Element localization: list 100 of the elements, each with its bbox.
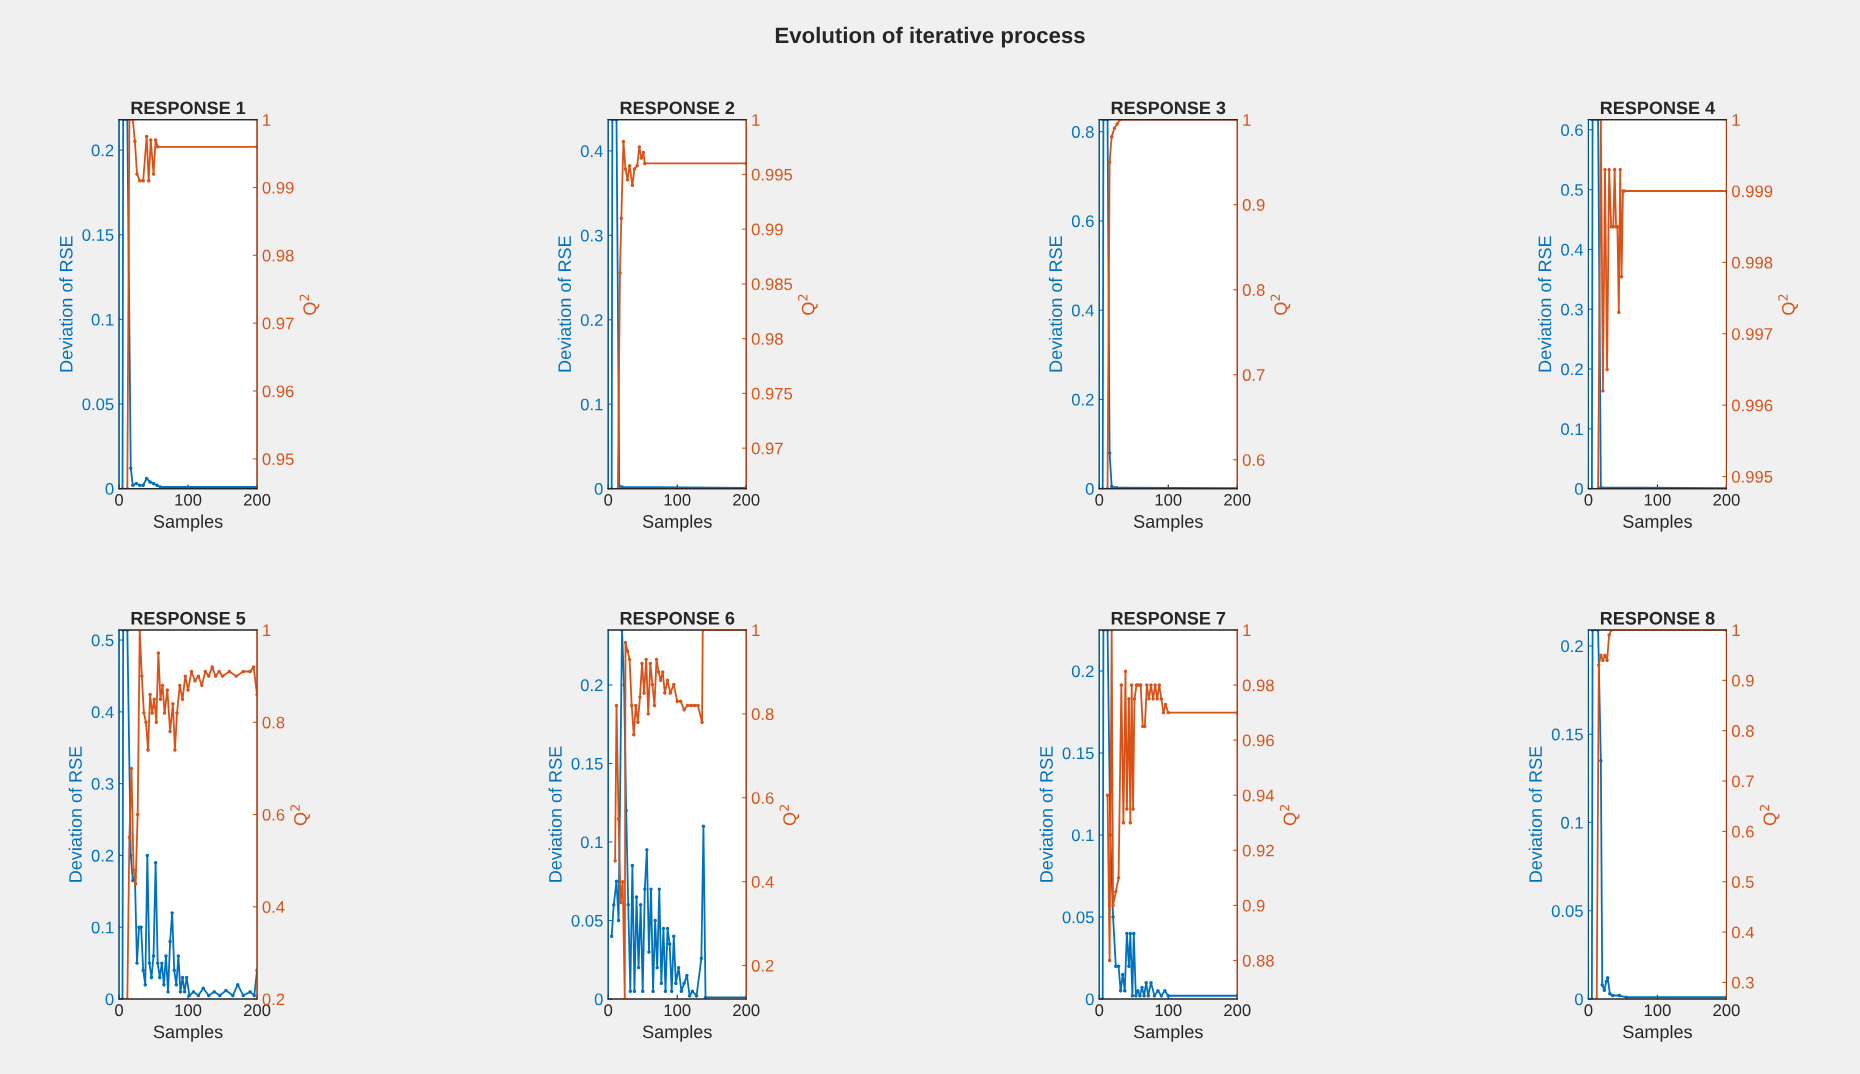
x-axis-title: Samples	[1623, 514, 1692, 532]
y2-tick-label: 0.3	[1731, 976, 1754, 989]
chart-title: RESPONSE 6	[620, 611, 735, 625]
y2-axis-title: Q$^{2}$	[779, 804, 800, 826]
y-tick-label: 0	[105, 993, 114, 1006]
y-tick-label: 0.6	[1561, 124, 1583, 137]
y-tick-label: 0.1	[91, 921, 114, 934]
y2-tick-label: 0.2	[751, 959, 774, 972]
x-axis-title: Samples	[153, 514, 223, 532]
y2-tick-label: 0.985	[751, 278, 793, 291]
y2-tick-label: 1	[752, 624, 760, 637]
x-axis-title: Samples	[1623, 1024, 1692, 1042]
y-tick-label: 0.1	[1071, 829, 1094, 842]
y2-tick-label: 0.6	[751, 792, 774, 804]
y2-tick-label: 0.999	[1731, 185, 1773, 198]
y2-tick-label: 0.4	[1731, 926, 1754, 939]
y-tick-label: 0.4	[91, 706, 114, 719]
y-tick-label: 0.1	[580, 398, 603, 411]
x-tick-label: 200	[1224, 493, 1251, 506]
y-tick-label: 0	[594, 993, 603, 1006]
y-tick-label: 0.4	[580, 145, 603, 158]
y-tick-label: 0.1	[580, 836, 603, 849]
y2-tick-label: 0.6	[262, 808, 285, 821]
x-axis-title: Samples	[642, 514, 712, 532]
y-tick-label: 0.15	[1551, 728, 1583, 741]
y-tick-label: 0.2	[1071, 665, 1094, 678]
x-tick-label: 100	[175, 493, 202, 506]
y-tick-label: 0.2	[1561, 640, 1583, 653]
y2-axis-title: Q$^{2}$	[290, 804, 311, 826]
y-tick-label: 0.2	[91, 849, 114, 862]
chart-title: RESPONSE 4	[1600, 101, 1716, 115]
y2-tick-label: 0.975	[751, 387, 793, 400]
y-tick-label: 0.3	[1561, 303, 1583, 316]
y-axis-title: Deviation of RSE	[59, 236, 73, 372]
y-tick-label: 0.2	[1561, 363, 1583, 376]
x-tick-label: 200	[1224, 1004, 1251, 1017]
x-tick-label: 0	[1584, 493, 1593, 506]
x-axis-title: Samples	[1133, 514, 1203, 532]
y-tick-label: 0	[1085, 483, 1094, 495]
x-tick-label: 200	[1713, 493, 1740, 506]
x-tick-label: 0	[115, 1004, 124, 1017]
x-tick-label: 0	[1584, 1004, 1593, 1017]
x-tick-label: 100	[1644, 1004, 1671, 1017]
y2-tick-label: 0.8	[262, 716, 285, 729]
y2-tick-label: 0.9	[1731, 674, 1754, 687]
y2-axis-title: Q$^{2}$	[299, 294, 320, 315]
y-tick-label: 0.2	[580, 679, 603, 692]
y2-tick-label: 0.9	[1242, 199, 1265, 211]
y2-tick-label: 0.7	[1242, 369, 1265, 381]
y-tick-label: 0.1	[91, 313, 114, 326]
y-tick-label: 0.05	[571, 914, 603, 927]
y2-tick-label: 0.92	[1242, 844, 1274, 857]
x-tick-label: 0	[1095, 493, 1104, 506]
x-tick-label: 200	[733, 493, 760, 506]
y-tick-label: 0.15	[1062, 747, 1094, 760]
y2-tick-label: 0.6	[1731, 825, 1754, 838]
y2-tick-label: 0.99	[751, 223, 783, 236]
y-axis-title: Deviation of RSE	[557, 236, 572, 372]
y2-tick-label: 0.8	[1731, 725, 1754, 737]
chart-title: RESPONSE 7	[1111, 611, 1226, 625]
y2-tick-label: 0.2	[262, 993, 285, 1006]
y2-tick-label: 0.99	[262, 181, 294, 194]
y-axis-title: Deviation of RSE	[1039, 746, 1053, 882]
y2-tick-label: 0.94	[1242, 789, 1275, 802]
y2-tick-label: 0.5	[1731, 876, 1754, 888]
y2-axis-title: Q$^{2}$	[1759, 804, 1780, 826]
y2-tick-label: 0.995	[751, 168, 793, 181]
y2-tick-label: 0.97	[751, 442, 783, 455]
y2-tick-label: 0.6	[1242, 454, 1265, 466]
y-tick-label: 0.4	[1071, 304, 1094, 317]
chart-title: RESPONSE 8	[1600, 611, 1715, 625]
y2-axis-title: Q$^{2}$	[1279, 804, 1300, 826]
y-tick-label: 0	[1085, 993, 1094, 1006]
y2-tick-label: 1	[752, 114, 760, 126]
y-tick-label: 0.4	[1561, 243, 1584, 256]
y-tick-label: 0.2	[580, 314, 603, 326]
y-tick-label: 0.05	[1551, 905, 1583, 917]
y-tick-label: 0.2	[91, 144, 114, 157]
y-tick-label: 0.15	[571, 757, 603, 770]
x-axis-title: Samples	[153, 1024, 223, 1042]
chart-title: RESPONSE 1	[131, 101, 246, 115]
y-tick-label: 0.2	[1071, 393, 1094, 406]
y2-tick-label: 0.96	[1242, 734, 1274, 747]
y2-tick-label: 0.98	[1242, 679, 1274, 692]
chart-title: RESPONSE 5	[131, 611, 246, 625]
y2-tick-label: 1	[263, 114, 271, 126]
y2-tick-label: 0.4	[751, 876, 774, 888]
y-tick-label: 0.5	[91, 634, 114, 647]
y2-tick-label: 0.96	[262, 385, 294, 398]
y2-axis-title: Q$^{2}$	[1778, 294, 1798, 315]
y-axis-title: Deviation of RSE	[68, 746, 82, 882]
y2-tick-label: 0.996	[1731, 399, 1773, 412]
y-tick-label: 0.3	[580, 229, 603, 242]
x-tick-label: 100	[664, 1004, 691, 1017]
y-tick-label: 0.05	[1062, 911, 1094, 924]
y2-tick-label: 0.4	[262, 901, 285, 913]
y2-tick-label: 0.95	[262, 453, 294, 466]
x-tick-label: 200	[733, 1004, 760, 1017]
y2-tick-label: 1	[1243, 624, 1251, 637]
x-tick-label: 0	[604, 1004, 613, 1017]
